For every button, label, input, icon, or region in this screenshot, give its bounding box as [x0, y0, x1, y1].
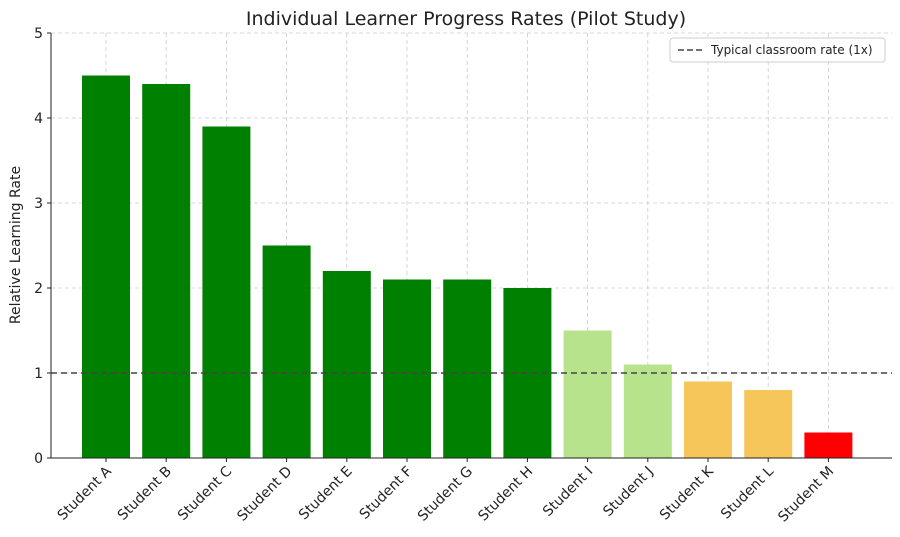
x-tick-label: Student F	[357, 464, 416, 523]
bar	[804, 432, 853, 458]
y-ticks: 0 1 2 3 4 5	[34, 26, 51, 467]
legend: Typical classroom rate (1x)	[669, 37, 886, 63]
x-tick-label: Student M	[775, 464, 837, 526]
y-tick-label: 0	[34, 451, 43, 467]
x-tick-label: Student D	[234, 464, 295, 525]
x-tick-label: Student I	[540, 464, 596, 520]
bar	[563, 330, 612, 458]
y-tick-label: 5	[34, 26, 43, 42]
y-axis-label: Relative Learning Rate	[8, 166, 24, 324]
x-tick-label: Student L	[718, 463, 777, 522]
bar	[202, 126, 251, 458]
x-tick-label: Student H	[475, 464, 536, 525]
x-tick-label: Student C	[175, 463, 236, 524]
legend-label: Typical classroom rate (1x)	[710, 43, 873, 57]
x-tick-label: Student G	[415, 464, 476, 525]
y-tick-label: 1	[34, 366, 43, 382]
legend-box	[669, 37, 886, 63]
y-tick-label: 4	[34, 111, 43, 127]
x-ticks: Student A Student B Student C Student D Stud…	[55, 458, 837, 526]
y-tick-label: 2	[34, 281, 43, 297]
x-tick-label: Student B	[115, 464, 175, 524]
axes	[50, 33, 892, 459]
bar	[383, 279, 431, 458]
grid	[51, 32, 892, 459]
bar	[322, 271, 371, 458]
x-tick-label: Student A	[55, 463, 116, 524]
bar	[142, 84, 191, 458]
bar	[744, 390, 793, 458]
bar	[82, 75, 130, 458]
bar	[684, 381, 732, 458]
bar	[623, 364, 672, 458]
x-tick-label: Student K	[657, 463, 718, 524]
bar	[443, 279, 492, 458]
chart-title: Individual Learner Progress Rates (Pilot…	[246, 8, 686, 30]
y-tick-label: 3	[34, 196, 43, 212]
bars	[82, 75, 853, 458]
x-tick-label: Student J	[600, 464, 656, 520]
bar	[262, 245, 311, 458]
x-tick-label: Student E	[296, 464, 356, 524]
